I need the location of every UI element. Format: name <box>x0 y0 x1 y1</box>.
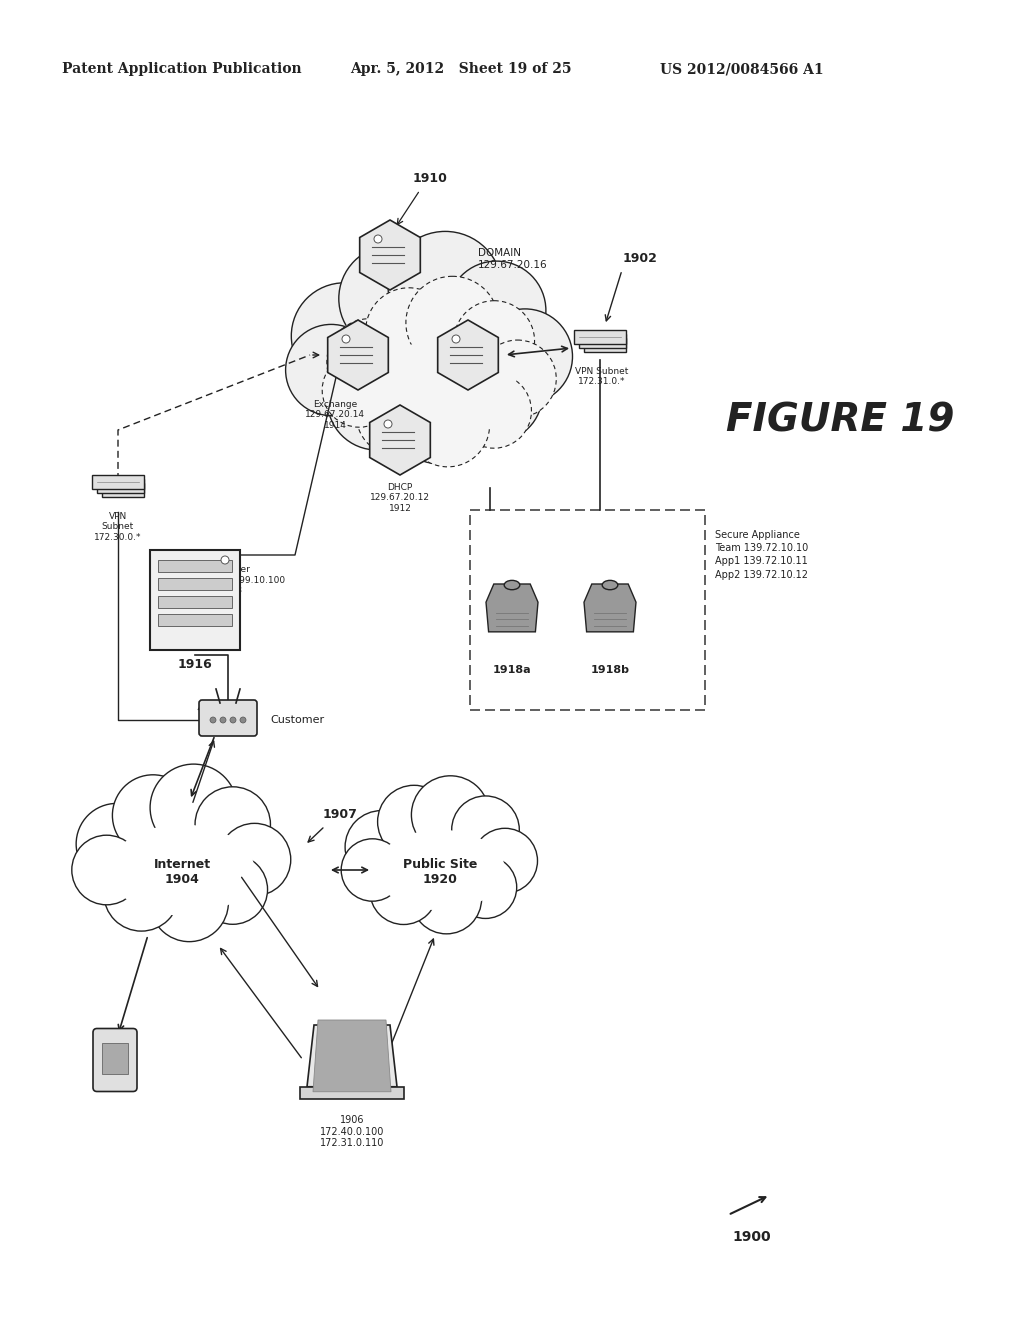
Bar <box>574 330 626 345</box>
Circle shape <box>412 776 489 854</box>
Circle shape <box>356 375 437 455</box>
Bar <box>584 338 626 352</box>
Circle shape <box>339 246 445 352</box>
Circle shape <box>455 857 517 919</box>
Text: DHCP
129.67.20.12
1912: DHCP 129.67.20.12 1912 <box>370 483 430 512</box>
Text: VPN Subnet
172.31.0.*: VPN Subnet 172.31.0.* <box>575 367 629 387</box>
Text: 1900: 1900 <box>733 1230 771 1243</box>
Circle shape <box>412 863 481 933</box>
Circle shape <box>406 383 489 467</box>
Bar <box>102 483 144 498</box>
Bar <box>97 479 144 492</box>
Circle shape <box>447 261 546 360</box>
Text: Exchange
129.67.20.14
1914: Exchange 129.67.20.14 1914 <box>305 400 365 430</box>
Ellipse shape <box>375 830 505 911</box>
Text: Public Site
1920: Public Site 1920 <box>402 858 477 886</box>
Circle shape <box>151 764 238 851</box>
Circle shape <box>378 785 451 858</box>
Ellipse shape <box>362 341 517 440</box>
Text: 1906
172.40.0.100
172.31.0.110: 1906 172.40.0.100 172.31.0.110 <box>319 1115 384 1148</box>
Bar <box>102 1043 128 1073</box>
Bar <box>158 614 232 626</box>
Circle shape <box>477 309 572 404</box>
Text: Customer: Customer <box>270 715 325 725</box>
Polygon shape <box>584 583 636 632</box>
Circle shape <box>328 351 426 450</box>
Text: 1918b: 1918b <box>591 665 630 675</box>
Circle shape <box>342 335 350 343</box>
Bar <box>579 334 626 348</box>
Circle shape <box>210 717 216 723</box>
Circle shape <box>452 796 519 863</box>
Bar <box>150 550 240 649</box>
Circle shape <box>240 717 246 723</box>
Polygon shape <box>328 319 388 389</box>
Text: VPN
Server
155.99.10.100
1908: VPN Server 155.99.10.100 1908 <box>220 554 286 595</box>
Text: VPN
Subnet
172.30.0.*: VPN Subnet 172.30.0.* <box>94 512 141 541</box>
Circle shape <box>323 352 396 428</box>
Circle shape <box>198 855 267 924</box>
Polygon shape <box>313 1020 391 1092</box>
Polygon shape <box>486 583 538 632</box>
Bar <box>158 597 232 609</box>
Circle shape <box>103 855 179 931</box>
Ellipse shape <box>504 581 520 590</box>
Bar <box>300 1086 404 1098</box>
Text: 1902: 1902 <box>623 252 657 264</box>
Text: Patent Application Publication: Patent Application Publication <box>62 62 302 77</box>
Circle shape <box>345 810 418 883</box>
Circle shape <box>291 282 397 389</box>
Text: Secure Appliance
Team 139.72.10.10
App1 139.72.10.11
App2 139.72.10.12: Secure Appliance Team 139.72.10.10 App1 … <box>715 531 808 579</box>
Bar <box>158 578 232 590</box>
Circle shape <box>113 775 194 855</box>
Circle shape <box>221 556 229 564</box>
Circle shape <box>76 804 158 884</box>
Bar <box>470 510 705 710</box>
Circle shape <box>370 857 437 924</box>
Circle shape <box>72 836 141 904</box>
Circle shape <box>220 717 226 723</box>
Ellipse shape <box>335 310 525 429</box>
Polygon shape <box>307 1026 397 1086</box>
Circle shape <box>472 829 538 894</box>
Text: 1916: 1916 <box>177 657 212 671</box>
Circle shape <box>406 276 499 370</box>
Text: US 2012/0084566 A1: US 2012/0084566 A1 <box>660 62 823 77</box>
Circle shape <box>286 325 377 416</box>
Text: 1918a: 1918a <box>493 665 531 675</box>
Circle shape <box>366 288 453 375</box>
Text: Internet
1904: Internet 1904 <box>154 858 211 886</box>
Circle shape <box>195 787 270 862</box>
Circle shape <box>479 341 556 417</box>
Text: Secure Server
129.67.20.10: Secure Server 129.67.20.10 <box>436 400 500 420</box>
Circle shape <box>454 301 535 381</box>
Bar <box>158 560 232 572</box>
Polygon shape <box>359 220 420 290</box>
Ellipse shape <box>602 581 617 590</box>
Ellipse shape <box>110 825 255 916</box>
Text: FIGURE 19: FIGURE 19 <box>726 401 954 440</box>
Circle shape <box>452 335 460 343</box>
Text: 1907: 1907 <box>323 808 357 821</box>
Circle shape <box>341 838 403 902</box>
Text: DOMAIN
129.67.20.16: DOMAIN 129.67.20.16 <box>478 248 548 271</box>
Polygon shape <box>370 405 430 475</box>
Text: Apr. 5, 2012   Sheet 19 of 25: Apr. 5, 2012 Sheet 19 of 25 <box>350 62 571 77</box>
Circle shape <box>327 318 414 405</box>
FancyBboxPatch shape <box>93 1028 137 1092</box>
Text: 1910: 1910 <box>413 172 447 185</box>
Circle shape <box>451 350 542 441</box>
Circle shape <box>388 231 502 346</box>
Circle shape <box>230 717 236 723</box>
Circle shape <box>388 362 490 463</box>
Circle shape <box>457 374 531 449</box>
Polygon shape <box>437 319 499 389</box>
Circle shape <box>218 824 291 896</box>
Circle shape <box>151 863 228 941</box>
Circle shape <box>384 420 392 428</box>
Bar <box>92 475 144 488</box>
FancyBboxPatch shape <box>199 700 257 737</box>
Circle shape <box>374 235 382 243</box>
